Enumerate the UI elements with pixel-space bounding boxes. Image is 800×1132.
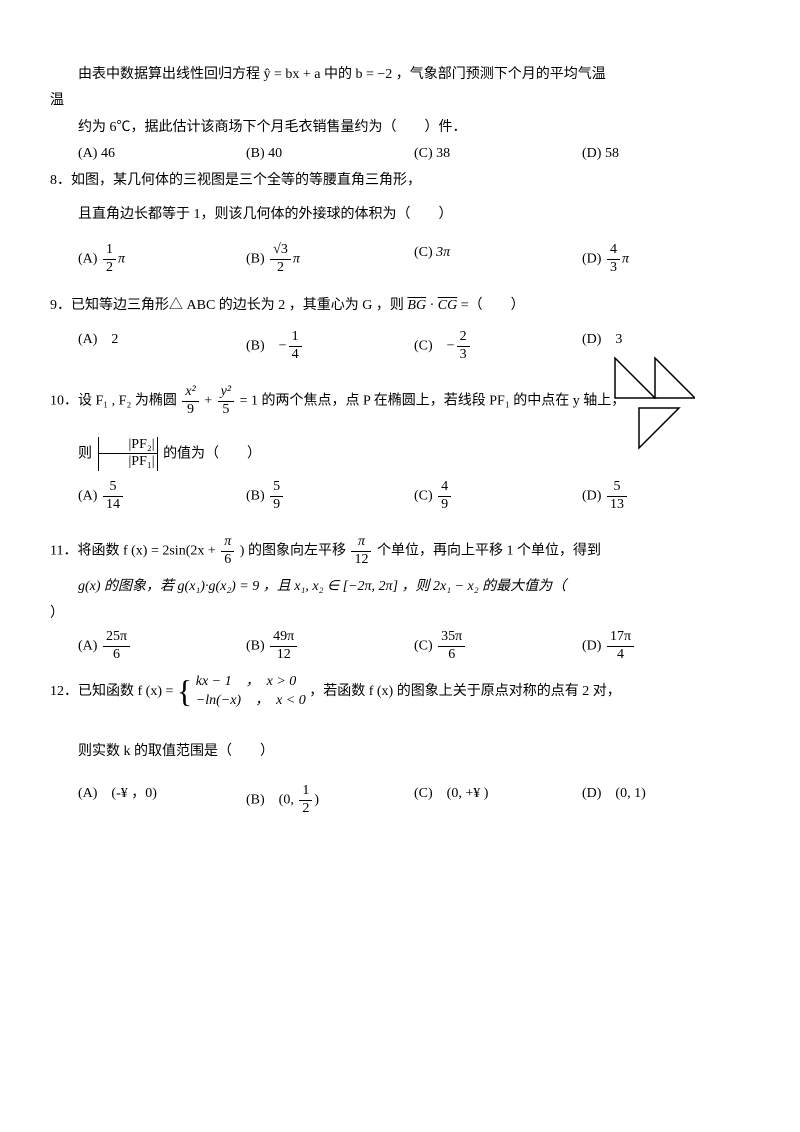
q11-choices: (A) 25π6 (B) 49π12 (C) 35π6 (D) 17π4 <box>78 629 750 664</box>
q10-B: (B) 59 <box>246 479 414 514</box>
q11-line2: g(x) 的图象，若 g(x₁)·g(x₂) = 9 ，且 x₁, x₂ ∈ [… <box>50 576 750 598</box>
q11-close: ） <box>50 603 750 625</box>
q7-A: (A) 46 <box>78 143 246 165</box>
q7-text1: 由表中数据算出线性回归方程 ŷ = bx + a 中的 b = −2 ，气象部门… <box>78 67 606 82</box>
q12-line2: 则实数 k 的取值范围是（ ） <box>50 741 750 763</box>
q7-line2: 约为 6℃，据此估计该商场下个月毛衣销售量约为（ ）件． <box>50 117 750 139</box>
q12-B: (B) (0, 12) <box>246 783 414 818</box>
q12-D: (D) (0, 1) <box>582 783 750 818</box>
q12-A: (A) (-¥ ，0) <box>78 783 246 818</box>
q9-stem: 9．已知等边三角形△ ABC 的边长为 2 ，其重心为 G ，则 BG · CG… <box>50 295 750 317</box>
q12-stem: 12．已知函数 f (x) = { kx − 1 ， x > 0 −ln(−x)… <box>50 672 750 711</box>
q12-choices: (A) (-¥ ，0) (B) (0, 12) (C) (0, +¥ ) (D)… <box>78 783 750 818</box>
q7-line1: 由表中数据算出线性回归方程 ŷ = bx + a 中的 b = −2 ，气象部门… <box>50 64 750 86</box>
q8-B: (B) √32π <box>246 242 414 277</box>
q10-C: (C) 49 <box>414 479 582 514</box>
q7-D: (D) 58 <box>582 143 750 165</box>
q9-B: (B) −14 <box>246 329 414 364</box>
q11-stem: 11．将函数 f (x) = 2sin(2x + π6 ) 的图象向左平移 π1… <box>50 534 750 569</box>
q8-C: (C) 3π <box>414 242 582 277</box>
q12-C: (C) (0, +¥ ) <box>414 783 582 818</box>
q7-B: (B) 40 <box>246 143 414 165</box>
q11-A: (A) 25π6 <box>78 629 246 664</box>
triangle-views-icon <box>575 353 695 463</box>
q9-A: (A) 2 <box>78 329 246 364</box>
q8-A: (A) 12π <box>78 242 246 277</box>
q8-stem2: 且直角边长都等于 1，则该几何体的外接球的体积为（ ） <box>50 204 750 226</box>
q11-D: (D) 17π4 <box>582 629 750 664</box>
q7-hang: 温 <box>50 90 750 112</box>
q8-stem1: 8．如图，某几何体的三视图是三个全等的等腰直角三角形， <box>50 170 750 192</box>
q8-choices: (A) 12π (B) √32π (C) 3π (D) 43π <box>78 242 750 277</box>
q10-D: (D) 513 <box>582 479 750 514</box>
q7-C: (C) 38 <box>414 143 582 165</box>
q11-B: (B) 49π12 <box>246 629 414 664</box>
q9-C: (C) −23 <box>414 329 582 364</box>
q10-choices: (A) 514 (B) 59 (C) 49 (D) 513 <box>78 479 750 514</box>
brace-icon: { <box>177 672 192 710</box>
q8-D: (D) 43π <box>582 242 750 277</box>
q11-C: (C) 35π6 <box>414 629 582 664</box>
q7-choices: (A) 46 (B) 40 (C) 38 (D) 58 <box>78 143 750 165</box>
q10-A: (A) 514 <box>78 479 246 514</box>
